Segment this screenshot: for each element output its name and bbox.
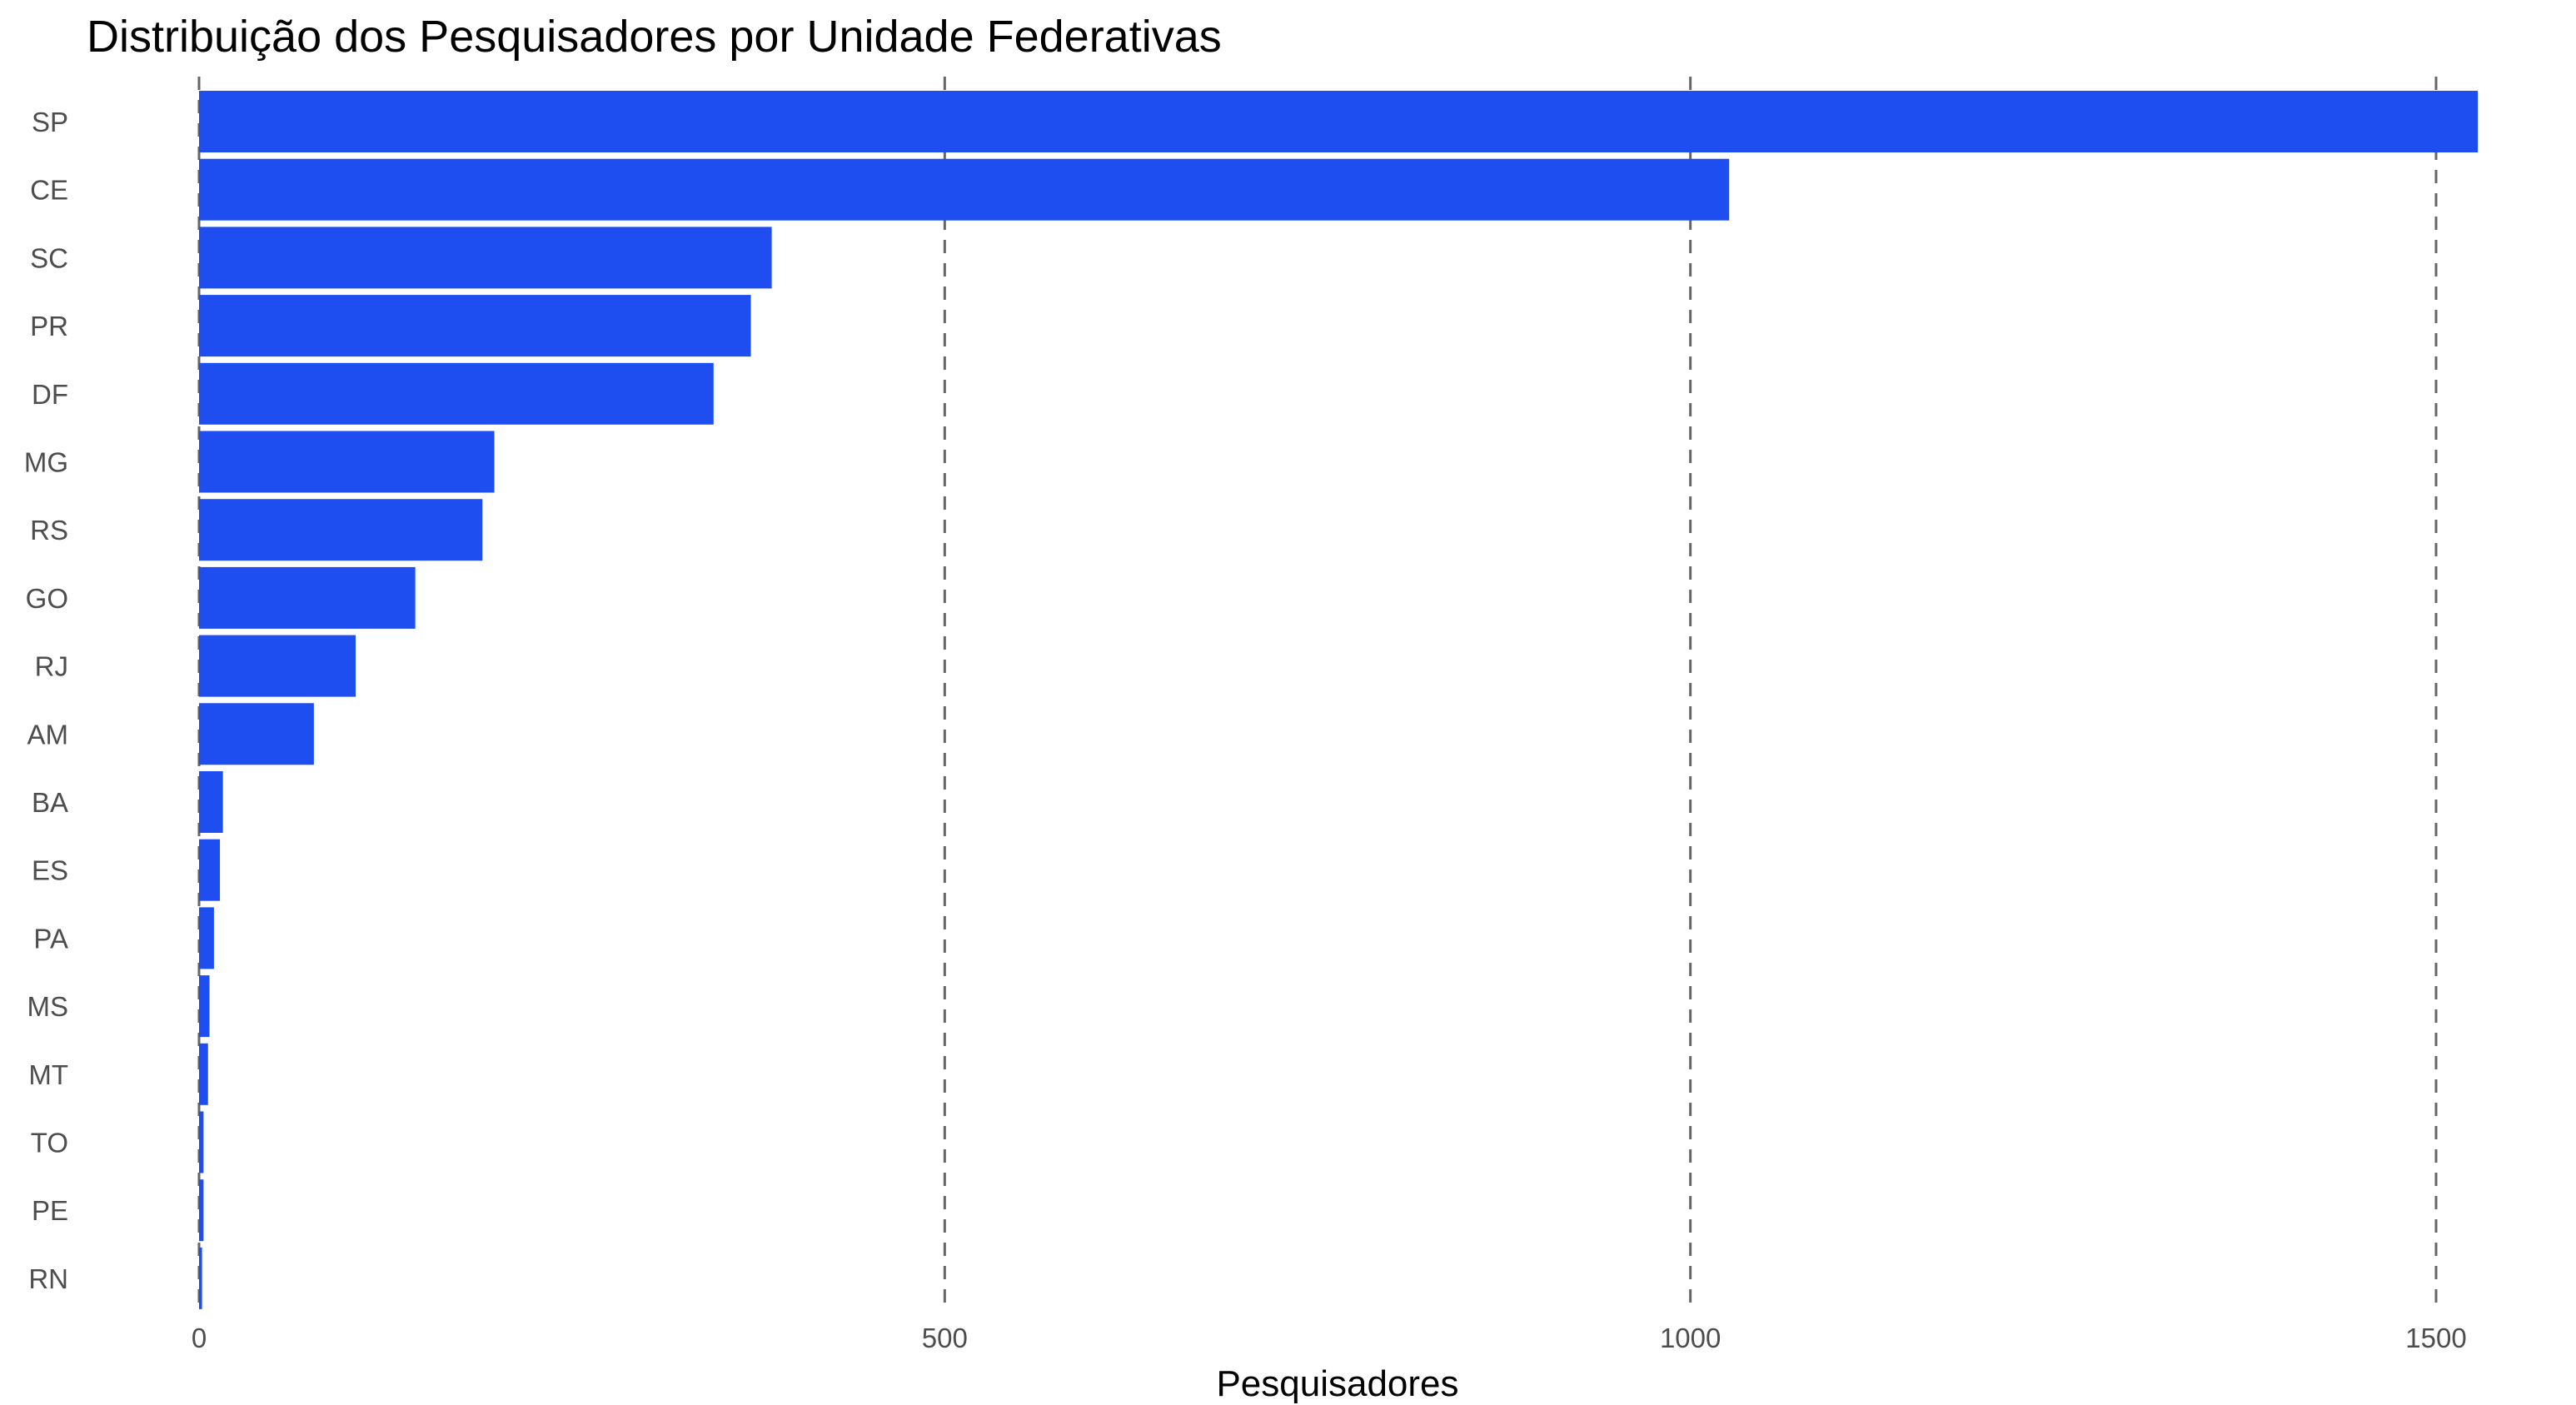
bar-mg — [199, 431, 495, 493]
y-tick-label-pr: PR — [30, 311, 68, 341]
y-tick-label-es: ES — [32, 855, 68, 886]
bar-rj — [199, 635, 356, 697]
bar-sc — [199, 227, 772, 289]
y-tick-label-sp: SP — [32, 107, 68, 137]
bar-mt — [199, 1043, 208, 1105]
y-tick-label-go: GO — [26, 583, 68, 614]
y-tick-label-ce: CE — [30, 175, 68, 206]
bar-ba — [199, 771, 223, 833]
bar-pa — [199, 907, 214, 969]
x-tick-label-500: 500 — [922, 1323, 968, 1353]
bar-ce — [199, 158, 1730, 221]
x-tick-label-0: 0 — [192, 1323, 207, 1353]
y-axis-tick-labels: SP CE SC PR DF MG RS GO RJ AM BA ES PA MS MT TO PE RN — [24, 107, 68, 1294]
y-tick-label-pa: PA — [33, 923, 68, 954]
bar-layer — [199, 91, 2479, 1309]
x-axis-tick-labels: 0 500 1000 1500 — [192, 1323, 2467, 1353]
bar-to — [199, 1111, 204, 1173]
bar-es — [199, 839, 221, 901]
y-tick-label-sc: SC — [30, 242, 68, 273]
y-tick-label-am: AM — [27, 719, 69, 750]
x-tick-label-1000: 1000 — [1660, 1323, 1721, 1353]
x-tick-label-1500: 1500 — [2405, 1323, 2466, 1353]
bar-am — [199, 703, 314, 765]
bar-ms — [199, 975, 210, 1038]
chart-title: Distribuição dos Pesquisadores por Unida… — [87, 12, 1222, 62]
x-axis-title: Pesquisadores — [1216, 1363, 1458, 1404]
y-tick-label-rn: RN — [28, 1263, 68, 1294]
bar-df — [199, 362, 714, 425]
y-tick-label-pe: PE — [32, 1195, 68, 1226]
bar-sp — [199, 91, 2479, 152]
y-tick-label-ms: MS — [27, 991, 69, 1022]
y-tick-label-mg: MG — [24, 447, 68, 478]
y-tick-label-ba: BA — [32, 787, 68, 818]
y-tick-label-mt: MT — [28, 1059, 68, 1090]
bar-pr — [199, 295, 751, 357]
y-tick-label-rs: RS — [30, 515, 68, 546]
bar-rs — [199, 499, 483, 561]
bar-pe — [199, 1179, 204, 1242]
y-tick-label-rj: RJ — [35, 651, 68, 682]
y-tick-label-to: TO — [31, 1128, 68, 1158]
bar-rn — [199, 1247, 202, 1309]
y-tick-label-df: DF — [32, 379, 68, 410]
bar-go — [199, 566, 416, 629]
